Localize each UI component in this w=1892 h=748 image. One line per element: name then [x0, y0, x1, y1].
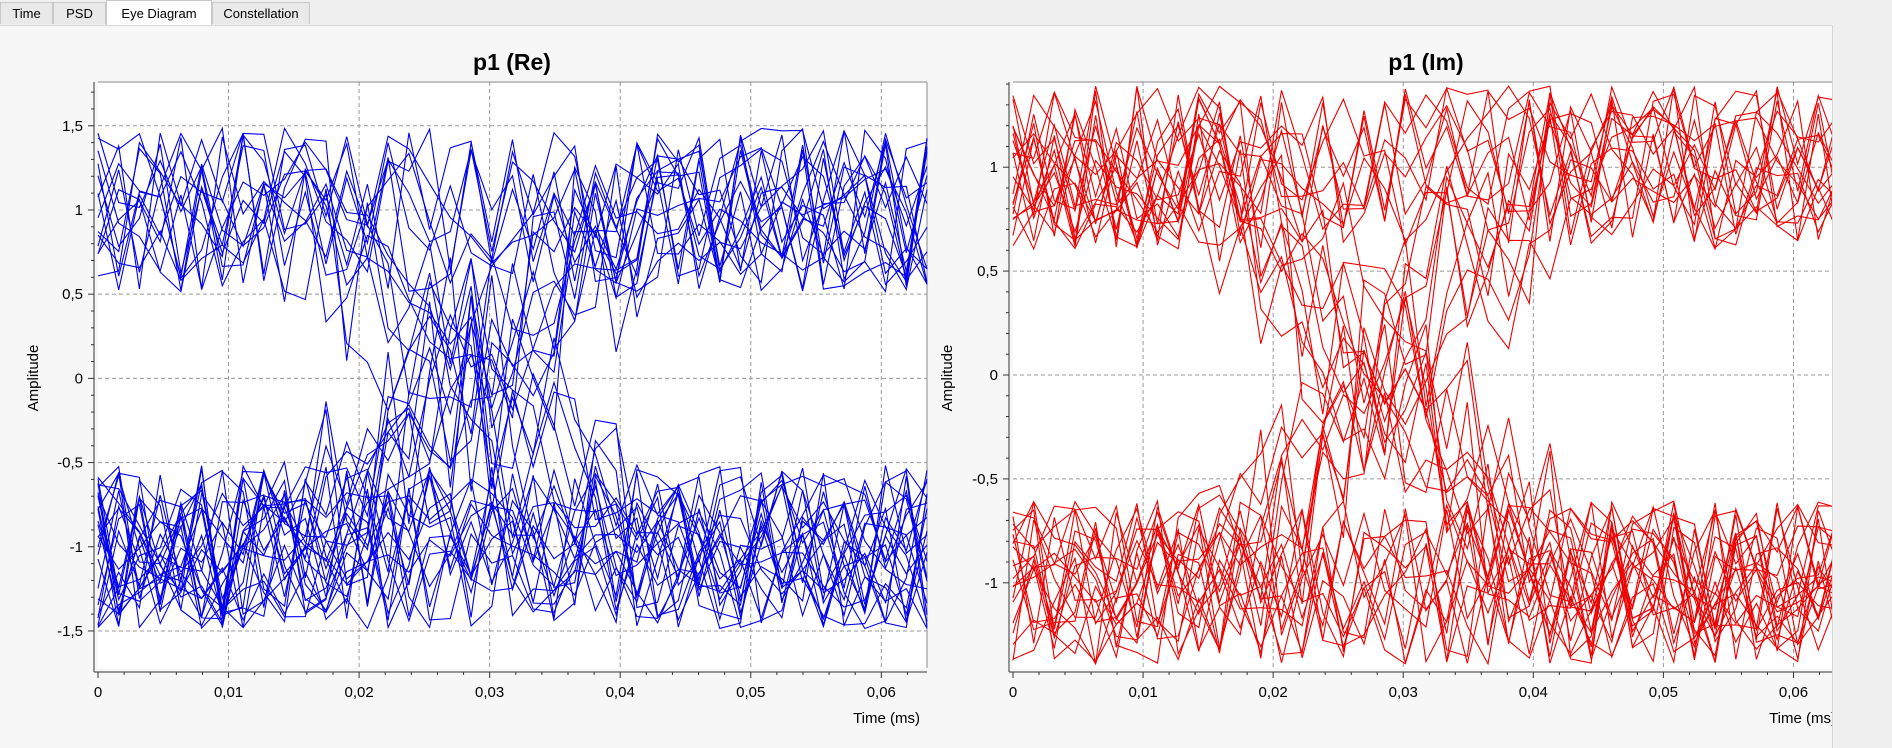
- x-tick-label: 0,02: [345, 684, 374, 701]
- x-tick-label: 0,06: [867, 684, 896, 701]
- eye-trace: [97, 131, 928, 291]
- y-tick-label: -0,5: [972, 471, 998, 488]
- y-tick-label: -1,5: [57, 623, 83, 640]
- eye-trace: [97, 470, 928, 628]
- tab-bar: Time PSD Eye Diagram Constellation: [0, 0, 1892, 26]
- x-tick-label: 0,03: [475, 684, 504, 701]
- x-axis-label-re: Time (ms): [853, 710, 920, 727]
- eye-trace: [1012, 113, 1832, 641]
- eye-trace: [1012, 117, 1832, 650]
- y-tick-label: 1: [75, 202, 83, 219]
- eye-trace: [1012, 506, 1832, 664]
- eye-trace: [1012, 90, 1832, 657]
- eye-trace: [1012, 92, 1832, 658]
- grid-re: [98, 81, 928, 668]
- eye-trace: [1012, 99, 1832, 664]
- eye-trace: [1012, 94, 1832, 629]
- x-tick-label: 0: [94, 684, 102, 701]
- eye-trace: [1012, 84, 1832, 241]
- eye-trace: [1012, 503, 1832, 664]
- eye-trace: [97, 466, 928, 624]
- plot-re: 0 0,01 0,02 0,03 0,04 0,05 0,06 -1,5 -1 -0,5 0 0,5 1…: [25, 49, 928, 727]
- eye-trace: [97, 469, 928, 630]
- plot-im: 0 0,01 0,02 0,03 0,04 0,05 0,06 -1 -0,5 0 0,5 1 p1 …: [939, 49, 1832, 727]
- eye-trace: [97, 470, 928, 630]
- eye-trace: [97, 141, 928, 609]
- plot-area-re: [98, 82, 927, 668]
- tab-time[interactable]: Time: [0, 2, 53, 24]
- eye-trace: [97, 130, 928, 630]
- plot-title-im: p1 (Im): [1388, 49, 1463, 75]
- eye-trace: [97, 144, 928, 620]
- plots-canvas: 0 0,01 0,02 0,03 0,04 0,05 0,06 -1,5 -1 -0,5 0 0,5 1…: [25, 49, 1832, 727]
- eye-trace: [1012, 499, 1832, 661]
- y-axis-label-im: Amplitude: [939, 345, 956, 412]
- x-tick-label: 0,05: [1649, 684, 1678, 701]
- traces-re: [97, 126, 928, 630]
- plot-title-re: p1 (Re): [473, 49, 551, 75]
- eye-trace: [1012, 85, 1832, 246]
- axes-im: 0 0,01 0,02 0,03 0,04 0,05 0,06 -1 -0,5 0 0,5 1: [972, 82, 1832, 701]
- eye-trace: [97, 139, 928, 294]
- eye-trace: [97, 134, 928, 620]
- eye-trace: [1012, 95, 1832, 244]
- x-axis-label-im: Time (ms): [1769, 710, 1832, 727]
- eye-trace: [97, 132, 928, 617]
- y-tick-label: 0,5: [977, 263, 998, 280]
- x-tick-label: 0,04: [606, 684, 635, 701]
- eye-trace: [97, 136, 928, 615]
- eye-trace: [1012, 97, 1832, 652]
- tab-eye-diagram[interactable]: Eye Diagram: [106, 0, 212, 26]
- eye-trace: [1012, 500, 1832, 664]
- eye-trace: [97, 467, 928, 630]
- traces-im: [1012, 84, 1832, 666]
- tab-psd[interactable]: PSD: [53, 2, 106, 24]
- eye-trace: [1012, 107, 1832, 657]
- y-tick-label: -0,5: [57, 455, 83, 472]
- eye-trace: [97, 132, 928, 613]
- eye-trace: [1012, 86, 1832, 229]
- eye-trace: [1012, 500, 1832, 664]
- x-tick-label: 0,06: [1779, 684, 1808, 701]
- y-tick-label: 0,5: [62, 286, 83, 303]
- eye-trace: [97, 126, 928, 293]
- eye-trace: [97, 464, 928, 630]
- axes-re: 0 0,01 0,02 0,03 0,04 0,05 0,06 -1,5 -1 -0,5 0 0,5 1…: [57, 82, 927, 701]
- eye-trace: [1012, 502, 1832, 655]
- eye-trace: [97, 472, 928, 629]
- eye-trace: [97, 470, 928, 627]
- y-tick-label: 1,5: [62, 118, 83, 135]
- eye-trace: [1012, 88, 1832, 624]
- eye-trace: [97, 133, 928, 617]
- eye-trace: [1012, 85, 1832, 251]
- y-tick-label: 1: [990, 159, 998, 176]
- x-tick-label: 0,01: [1128, 684, 1157, 701]
- x-tick-label: 0,04: [1519, 684, 1548, 701]
- eye-diagram-pane: 0 0,01 0,02 0,03 0,04 0,05 0,06 -1,5 -1 -0,5 0 0,5 1…: [0, 25, 1833, 748]
- x-tick-label: 0,02: [1259, 684, 1288, 701]
- x-tick-label: 0,01: [214, 684, 243, 701]
- y-axis-label-re: Amplitude: [25, 345, 42, 412]
- eye-trace: [97, 129, 928, 609]
- tab-constellation[interactable]: Constellation: [212, 2, 310, 24]
- x-tick-label: 0,05: [736, 684, 765, 701]
- eye-trace: [1012, 86, 1832, 662]
- eye-trace: [1012, 85, 1832, 246]
- y-tick-label: -1: [985, 575, 998, 592]
- y-tick-label: -1: [70, 539, 83, 556]
- eye-trace: [1012, 86, 1832, 663]
- y-tick-label: 0: [75, 370, 83, 387]
- x-tick-label: 0,03: [1389, 684, 1418, 701]
- y-tick-label: 0: [990, 367, 998, 384]
- x-tick-label: 0: [1009, 684, 1017, 701]
